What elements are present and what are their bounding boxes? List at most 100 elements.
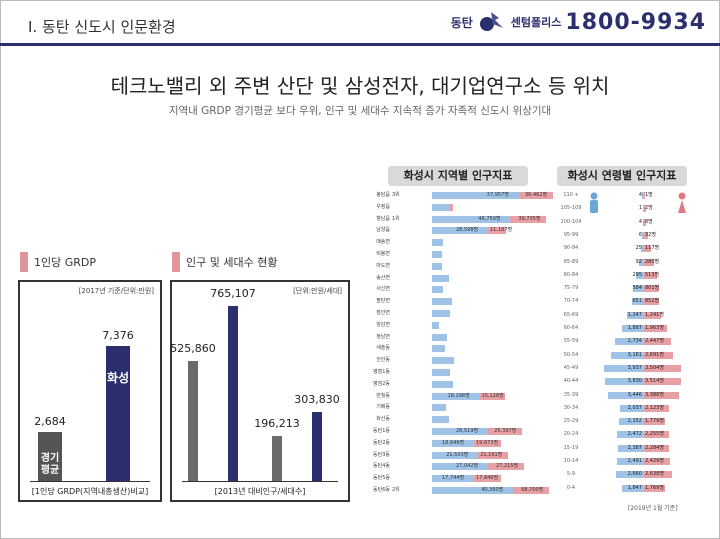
grdp-bar (106, 346, 130, 481)
region-name: 동탄5동 (373, 475, 390, 482)
age-group: 85-89 (563, 258, 579, 265)
pop-caption: [2013년 대비인구/세대수] (214, 487, 306, 496)
region-row: 동탄4동 27,042명 27,215명 (368, 461, 548, 472)
male-value: 1 (638, 205, 642, 212)
male-icon (590, 192, 598, 213)
female-value: 2,691명 (645, 351, 664, 358)
female-bar (644, 391, 679, 399)
male-value: 25 (635, 245, 642, 252)
region-table: 봉담읍 3위 37,957명 36,462명 우정읍 향남읍 1위 46,759명 39,735… (368, 190, 553, 500)
male-value: 1,847 (627, 484, 642, 491)
region-rank: 3위 (392, 192, 400, 198)
region-row: 정남면 (368, 332, 548, 343)
grdp-bar-label: 화성 (106, 371, 130, 385)
region-row: 동탄6동 2위 40,360명 68,700명 (368, 485, 550, 496)
male-bar (617, 458, 644, 465)
female-bar (644, 231, 648, 239)
region-blue-bar (432, 404, 446, 412)
region-row: 병점1동 (368, 367, 548, 378)
region-blue-bar (432, 439, 474, 447)
region-blue-bar (432, 380, 453, 388)
region-pink-bar (510, 215, 547, 223)
region-name: 화산동 (376, 416, 390, 423)
male-bar (611, 351, 644, 359)
grdp-bar (38, 432, 62, 481)
female-bar (644, 218, 646, 226)
age-row: 45-49 3,937 3,504명 (556, 363, 706, 374)
male-value: 2,660 (627, 471, 642, 478)
female-value: 2,429명 (645, 458, 664, 464)
age-group: 100-104 (560, 218, 582, 225)
age-group: 110 + (563, 192, 579, 198)
male-bar (622, 325, 644, 332)
male-value: 3,161 (627, 351, 642, 358)
female-bar (644, 245, 651, 253)
region-row: 동탄5동 17,744명 17,846명 (368, 473, 548, 484)
age-row: 15-19 2,387 2,284명 (556, 443, 706, 454)
grdp-chart: [2017년 기준/단위:만원] [1인당 GRDP(지역내총생산)비교] 2,… (18, 280, 162, 502)
region-blue-value: 27,042명 (456, 463, 479, 470)
age-row: 30-34 2,037 2,123명 (556, 403, 706, 414)
age-row: 35-39 3,446 3,388명 (556, 390, 706, 401)
male-bar (642, 231, 644, 239)
age-group: 10-14 (563, 458, 579, 464)
brand-block: 동탄 센텀폴리스 1800-9934 (451, 8, 706, 36)
female-value: 801명 (645, 285, 660, 292)
age-group: 75-79 (563, 285, 579, 292)
age-row: 65-69 1,247 1,241명 (556, 310, 706, 321)
region-name: 비봉면 (376, 251, 390, 257)
legend-swatch (20, 252, 28, 272)
region-name: 동탄6동 (373, 487, 390, 493)
region-row: 반월동 18,198명 15,128명 (368, 391, 548, 402)
age-row: 70-74 651 852명 (556, 296, 706, 307)
region-name: 남양읍 (376, 227, 390, 234)
region-blue-bar (432, 227, 488, 235)
region-pink-bar (488, 428, 523, 435)
region-row: 동탄3동 21,503명 21,161명 (368, 450, 548, 461)
female-value: 1,779명 (645, 418, 664, 425)
grdp-value: 7,376 (102, 329, 134, 342)
age-row: 90-94 25 117명 (556, 243, 706, 254)
age-group: 80-84 (563, 271, 579, 278)
female-value: 1,769명 (645, 484, 664, 491)
pop-unit: [단위:만원/세대] (293, 287, 342, 295)
age-row: 20-24 2,472 2,255명 (556, 429, 706, 440)
male-value: 2,387 (627, 444, 642, 451)
region-blue-bar (432, 239, 444, 247)
region-pink-value: 19,673명 (476, 439, 499, 446)
female-value: 1명 (645, 192, 653, 198)
region-pink-bar (474, 475, 501, 483)
region-blue-bar (432, 286, 444, 294)
pop-value: 525,860 (170, 342, 216, 355)
female-value: 1,241명 (645, 311, 664, 318)
pop-value: 303,830 (294, 393, 340, 406)
male-bar (617, 431, 644, 439)
region-row: 병점2동 (368, 379, 548, 390)
region-blue-bar (432, 369, 451, 376)
male-value: 651 (632, 298, 642, 305)
region-name: 봉담읍 (376, 192, 390, 198)
region-name: 장안면 (376, 310, 390, 316)
brand-center: 센텀폴리스 (510, 16, 562, 29)
female-value: 280명 (645, 258, 660, 265)
age-row: 55-59 2,734 2,447명 (556, 336, 706, 347)
brand-logo-icon (479, 12, 503, 31)
age-row: 10-14 2,491 2,429명 (556, 456, 706, 467)
region-blue-bar (432, 428, 488, 435)
region-blue-bar (432, 345, 445, 353)
phone-number[interactable]: 1800-9934 (565, 9, 706, 35)
age-row: 80-84 295 513명 (556, 270, 706, 281)
age-row: 100-104 4 8명 (556, 217, 706, 228)
page-subtitle: 지역내 GRDP 경기평균 보다 우위, 인구 및 세대수 지속적 증가 자족적… (168, 105, 552, 117)
male-value: 2,037 (627, 404, 642, 411)
region-blue-value: 21,503명 (446, 451, 469, 458)
region-name: 병점2동 (373, 380, 390, 387)
region-blue-bar (432, 416, 449, 424)
region-pink-value: 17,846명 (476, 475, 499, 482)
age-group: 105-109 (560, 205, 582, 212)
female-value: 2,638명 (645, 471, 664, 478)
region-rank: 2위 (392, 487, 400, 493)
male-value: 2,734 (627, 338, 642, 345)
region-name: 진안동 (376, 357, 390, 364)
grdp-bar-label: 경기 평균 (40, 453, 60, 476)
